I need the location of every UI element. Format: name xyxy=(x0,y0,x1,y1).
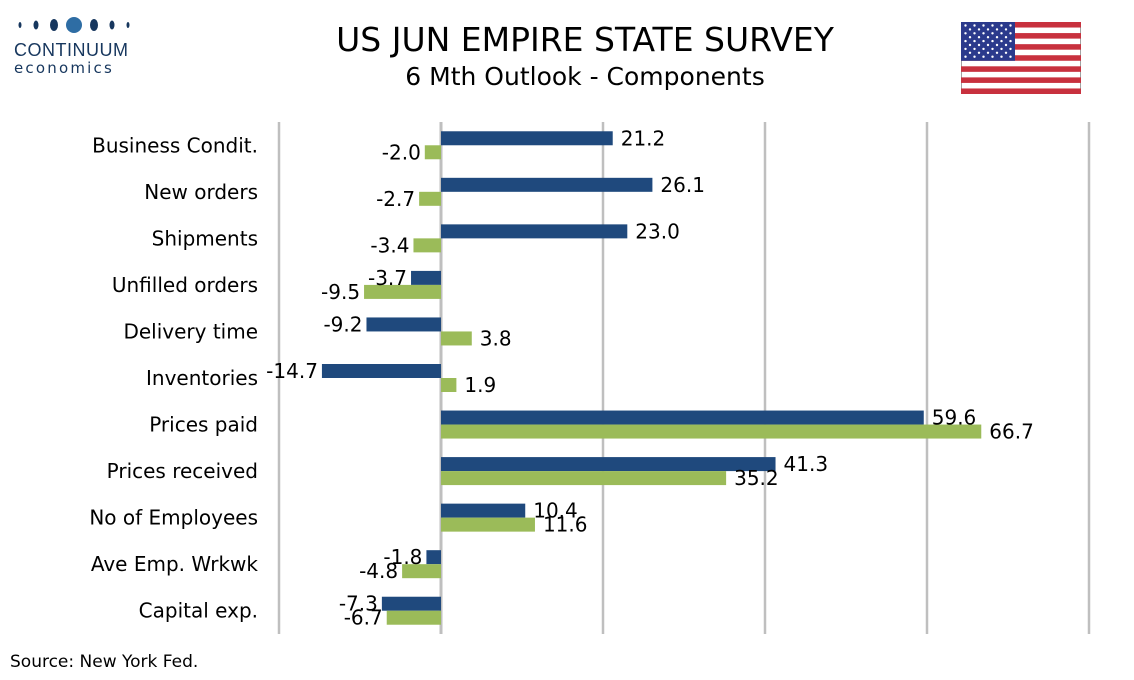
data-label: -4.8 xyxy=(359,559,398,583)
bar-dark xyxy=(411,270,441,285)
category-label: No of Employees xyxy=(89,506,258,530)
continuum-logo: CONTINUUM economics xyxy=(14,14,144,76)
logo-name: CONTINUUM xyxy=(14,40,129,60)
data-label: -1.8 xyxy=(383,545,422,569)
data-label: -3.7 xyxy=(368,266,407,290)
bar-light xyxy=(441,378,457,392)
bar-dark xyxy=(441,457,776,472)
bar-dark xyxy=(381,596,441,611)
data-label: -14.7 xyxy=(266,359,318,383)
logo-subtitle: economics xyxy=(14,59,114,77)
data-label: -9.2 xyxy=(323,312,362,336)
category-label: Inventories xyxy=(146,366,258,390)
bar-dark xyxy=(441,177,653,192)
data-label: 41.3 xyxy=(784,452,829,476)
data-label: 1.9 xyxy=(464,373,496,397)
category-label: Capital exp. xyxy=(139,599,258,623)
bar-dark xyxy=(441,503,526,518)
data-label: 10.4 xyxy=(533,499,578,523)
bar-dark xyxy=(441,131,613,146)
data-label: -2.0 xyxy=(382,140,421,164)
bar-dark xyxy=(321,364,441,378)
data-label: 59.6 xyxy=(932,406,977,430)
data-label: -3.4 xyxy=(370,233,409,257)
bar-light xyxy=(441,471,727,486)
data-label: -2.7 xyxy=(376,187,415,211)
data-label: 23.0 xyxy=(635,219,680,243)
bar-dark xyxy=(441,410,924,425)
bar-light xyxy=(441,517,535,532)
category-label: Shipments xyxy=(152,226,258,250)
category-label: Business Condit. xyxy=(92,133,258,157)
us-flag-icon xyxy=(961,22,1081,94)
bar-light xyxy=(419,191,441,206)
data-label: 35.2 xyxy=(734,466,779,490)
data-label: 11.6 xyxy=(543,513,588,537)
chart-title: US JUN EMPIRE STATE SURVEY xyxy=(336,20,834,59)
bar-light xyxy=(402,564,441,579)
data-label: -7.3 xyxy=(339,592,378,616)
bar-light xyxy=(386,610,441,625)
data-label: 26.1 xyxy=(660,173,705,197)
bar-light xyxy=(413,238,441,253)
bar-light xyxy=(441,331,472,346)
data-label: -6.7 xyxy=(344,606,383,630)
bar-dark xyxy=(441,224,628,239)
category-label: Prices received xyxy=(107,459,258,483)
data-label: 3.8 xyxy=(480,326,512,350)
data-label: -9.5 xyxy=(321,280,360,304)
logo-dots-icon xyxy=(18,17,130,33)
chart-subtitle: 6 Mth Outlook - Components xyxy=(405,62,765,91)
bar-light xyxy=(364,284,441,299)
source-note: Source: New York Fed. xyxy=(10,652,199,672)
bar-dark xyxy=(426,550,441,565)
bar-dark xyxy=(366,317,441,332)
category-label: New orders xyxy=(144,180,258,204)
category-label: Unfilled orders xyxy=(112,273,258,297)
data-label: 21.2 xyxy=(621,126,666,150)
category-label: Delivery time xyxy=(123,319,258,343)
category-label: Ave Emp. Wrkwk xyxy=(91,552,259,576)
category-label: Prices paid xyxy=(149,413,258,437)
data-label: 66.7 xyxy=(989,420,1034,444)
bar-light xyxy=(424,145,441,160)
bar-light xyxy=(441,424,982,439)
